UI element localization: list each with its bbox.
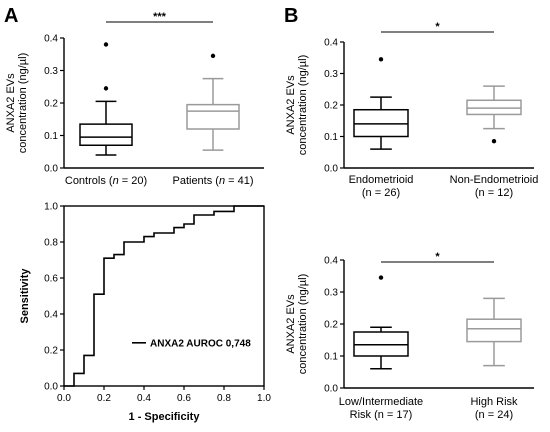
b-top-y-tick-label: 0.3 bbox=[324, 69, 338, 80]
a-roc-x-tick-label: 1.0 bbox=[257, 393, 271, 404]
risk-group-boxplot: 0.0 0.1 0.2 0.3 0.4 ANXA2 EVs concentration (n… bbox=[285, 251, 534, 421]
a-box-y-axis-label: ANXA2 EVs bbox=[5, 73, 17, 133]
b-bottom-y-tick-label: 0.2 bbox=[324, 320, 338, 331]
a-box-category-label-part: n bbox=[113, 175, 119, 187]
b-bottom-category-label: Risk (n = 17) bbox=[350, 409, 413, 421]
b-top-box bbox=[353, 108, 409, 138]
a-box-outlier-point bbox=[210, 53, 216, 59]
a-box-y-tick-label: 0.1 bbox=[44, 131, 58, 142]
a-box-y-tick-label: 0.3 bbox=[44, 66, 58, 77]
b-bottom-category-label: (n = 24) bbox=[475, 409, 513, 421]
a-box-category-label-part: = 20) bbox=[119, 175, 147, 187]
a-roc-x-tick-label: 0.0 bbox=[57, 393, 71, 404]
a-box-box bbox=[186, 103, 240, 130]
b-bottom-y-tick-label: 0.0 bbox=[324, 384, 338, 395]
a-roc-x-tick-label: 0.4 bbox=[137, 393, 151, 404]
b-top-category-label: Non-Endometrioid bbox=[450, 174, 539, 186]
b-bottom-y-axis-label: ANXA2 EVs bbox=[285, 294, 297, 354]
a-box-y-axis-label: concentration (ng/µl) bbox=[17, 53, 29, 154]
b-top-y-tick-label: 0.0 bbox=[324, 164, 338, 175]
b-top-y-axis-label: ANXA2 EVs bbox=[285, 75, 297, 135]
a-box-y-tick-label: 0.2 bbox=[44, 99, 58, 110]
a-box-significance-label: *** bbox=[153, 11, 167, 23]
a-box-category-label-part: Controls ( bbox=[65, 175, 113, 187]
a-box-outlier-point bbox=[103, 86, 109, 91]
a-roc-y-tick-label: 1.0 bbox=[44, 202, 58, 213]
b-bottom-outlier-point bbox=[378, 275, 384, 280]
a-roc-x-tick-label: 0.6 bbox=[177, 393, 191, 404]
a-roc-x-axis-label: 1 - Specificity bbox=[129, 411, 201, 423]
panel-letter-a: A bbox=[4, 5, 18, 27]
a-box-outlier-point bbox=[103, 42, 109, 47]
a-roc-legend-label: ANXA2 AUROC 0,748 bbox=[150, 338, 251, 349]
a-roc-y-axis-label: Sensitivity bbox=[19, 268, 31, 324]
b-top-y-tick-label: 0.2 bbox=[324, 101, 338, 112]
a-roc-x-tick-label: 0.8 bbox=[217, 393, 231, 404]
b-top-box bbox=[466, 99, 522, 116]
b-bottom-category-label: High Risk bbox=[470, 396, 518, 408]
b-bottom-category-label: Low/Intermediate bbox=[339, 396, 423, 408]
b-bottom-box bbox=[353, 331, 409, 357]
a-box-category-label: Patients (n = 41) bbox=[172, 175, 253, 187]
b-bottom-significance-label: * bbox=[435, 251, 440, 263]
a-box-y-tick-label: 0.0 bbox=[44, 164, 58, 175]
panel-letter-b: B bbox=[284, 5, 298, 27]
b-bottom-y-tick-label: 0.1 bbox=[324, 352, 338, 363]
a-box-category-label-part: n bbox=[219, 175, 225, 187]
a-roc-plot-frame bbox=[63, 205, 265, 387]
a-box-category-label: Controls (n = 20) bbox=[65, 175, 147, 187]
a-roc-y-tick-label: 0.8 bbox=[44, 238, 58, 249]
controls-vs-patients-boxplot: 0.0 0.1 0.2 0.3 0.4 ANXA2 EVs concentration (n… bbox=[5, 11, 264, 187]
a-roc-x-tick-label: 0.2 bbox=[97, 393, 111, 404]
b-top-y-tick-label: 0.4 bbox=[324, 38, 338, 49]
a-roc-y-tick-label: 0.2 bbox=[44, 346, 58, 357]
b-top-y-axis-label: concentration (ng/µl) bbox=[297, 55, 309, 156]
b-bottom-y-tick-label: 0.3 bbox=[324, 288, 338, 299]
b-top-category-label: (n = 26) bbox=[362, 187, 400, 199]
a-roc-y-tick-label: 0.6 bbox=[44, 274, 58, 285]
b-top-y-tick-label: 0.1 bbox=[324, 132, 338, 143]
a-box-category-label-part: = 41) bbox=[225, 175, 253, 187]
a-roc-roc-line bbox=[64, 205, 264, 387]
b-top-outlier-point bbox=[491, 139, 497, 144]
b-top-outlier-point bbox=[378, 57, 384, 62]
a-roc-y-tick-label: 0.0 bbox=[44, 382, 58, 393]
b-bottom-y-axis-label: concentration (ng/µl) bbox=[297, 274, 309, 375]
a-box-box bbox=[79, 123, 133, 146]
b-bottom-box bbox=[466, 318, 522, 343]
a-box-category-label-part: Patients ( bbox=[172, 175, 219, 187]
b-top-category-label: Endometrioid bbox=[349, 174, 414, 186]
b-top-significance-label: * bbox=[435, 21, 440, 33]
a-roc-y-tick-label: 0.4 bbox=[44, 310, 58, 321]
roc-curve-chart: 0.0 0.2 0.4 0.6 0.8 1.0 0.0 0.2 0.4 0.6 0.8 1.0 Sens… bbox=[19, 202, 271, 424]
b-bottom-y-tick-label: 0.4 bbox=[324, 256, 338, 267]
histotype-boxplot: 0.0 0.1 0.2 0.3 0.4 ANXA2 EVs concentration (n… bbox=[285, 21, 538, 199]
b-top-category-label: (n = 12) bbox=[475, 187, 513, 199]
a-box-y-tick-label: 0.4 bbox=[44, 34, 58, 45]
